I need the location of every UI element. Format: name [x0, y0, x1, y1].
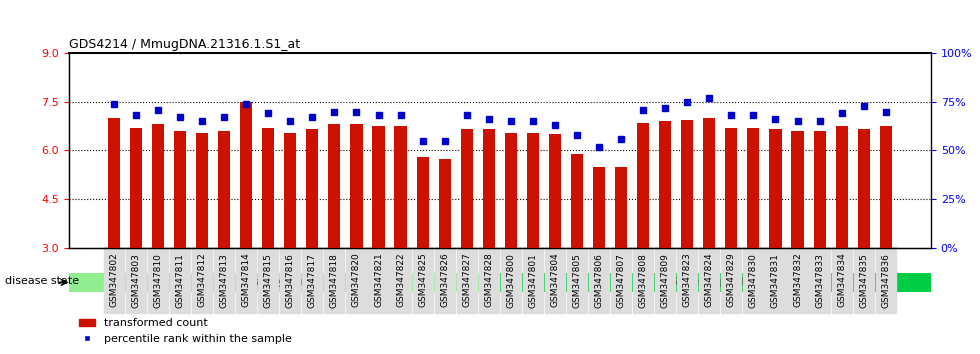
Bar	[483, 129, 495, 248]
Bar	[549, 134, 561, 248]
Bar	[660, 121, 671, 248]
Bar	[439, 159, 451, 248]
Bar	[130, 128, 142, 248]
Bar	[196, 133, 208, 248]
FancyBboxPatch shape	[500, 273, 931, 292]
Bar	[593, 167, 605, 248]
Bar	[219, 131, 230, 248]
Bar	[395, 126, 407, 248]
FancyBboxPatch shape	[69, 273, 500, 292]
Bar	[813, 131, 825, 248]
Bar	[416, 157, 428, 248]
Bar	[704, 118, 715, 248]
Bar	[681, 120, 693, 248]
Bar	[240, 102, 252, 248]
Bar	[858, 129, 869, 248]
Bar	[174, 131, 186, 248]
Bar	[637, 123, 649, 248]
Bar	[571, 154, 583, 248]
Bar	[505, 133, 516, 248]
Bar	[351, 125, 363, 248]
Bar	[615, 167, 627, 248]
Bar	[769, 129, 781, 248]
Bar	[748, 128, 760, 248]
Bar	[284, 133, 296, 248]
Bar	[836, 126, 848, 248]
Text: disease state: disease state	[5, 276, 79, 286]
Bar	[725, 128, 737, 248]
Bar	[263, 128, 274, 248]
Bar	[527, 133, 539, 248]
Text: GDS4214 / MmugDNA.21316.1.S1_at: GDS4214 / MmugDNA.21316.1.S1_at	[69, 38, 300, 51]
Bar	[307, 129, 318, 248]
Bar	[372, 126, 384, 248]
Bar	[108, 118, 120, 248]
Text: healthy control: healthy control	[242, 277, 326, 287]
Bar	[461, 129, 472, 248]
Bar	[328, 125, 340, 248]
Text: SIV encephalitis: SIV encephalitis	[671, 277, 760, 287]
Bar	[880, 126, 892, 248]
Bar	[152, 125, 164, 248]
Bar	[792, 131, 804, 248]
Legend: transformed count, percentile rank within the sample: transformed count, percentile rank withi…	[74, 314, 297, 348]
